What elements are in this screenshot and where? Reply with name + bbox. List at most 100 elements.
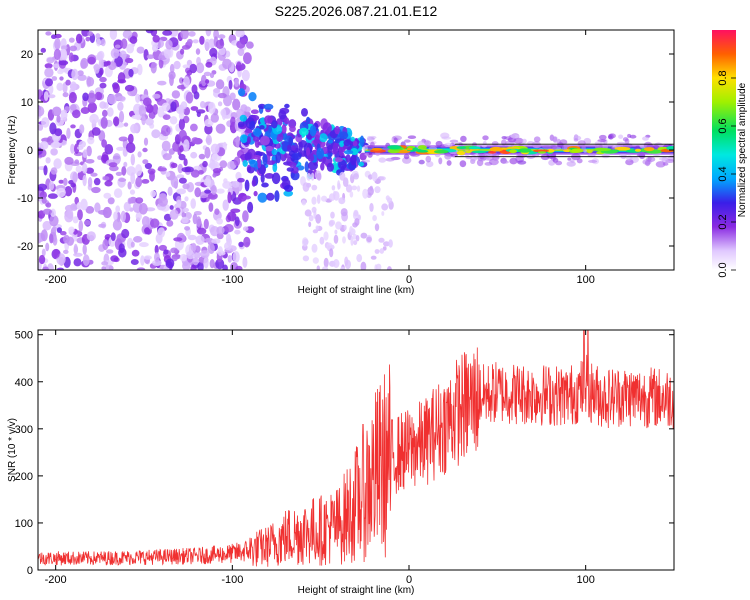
heatmap-cell [311, 196, 317, 205]
heatmap-cell [53, 142, 61, 148]
heatmap-cell [224, 224, 234, 233]
heatmap-cell [72, 172, 78, 184]
heatmap-cell [350, 236, 354, 246]
heatmap-cell [428, 146, 438, 151]
snr-ylabel: SNR (10 * v/v) [7, 418, 18, 482]
heatmap-cell [237, 177, 245, 183]
heatmap-cell [274, 190, 280, 203]
heatmap-cell [242, 195, 251, 200]
heatmap-cell [345, 154, 351, 163]
heatmap-cell [238, 88, 246, 97]
heatmap-cell [304, 161, 309, 173]
heatmap-cell [106, 60, 111, 66]
heatmap-cell [253, 127, 262, 137]
heatmap-cell [189, 63, 197, 74]
heatmap-cell [243, 52, 252, 65]
heatmap-cell [72, 109, 81, 119]
heatmap-cell [43, 91, 49, 101]
snr-frame [37, 329, 675, 571]
heatmap-cell [204, 237, 214, 243]
heatmap-cell [288, 119, 297, 129]
heatmap-cell [106, 107, 114, 117]
heatmap-cell [45, 202, 52, 208]
heatmap-cell [385, 195, 390, 201]
heatmap-cell [338, 197, 346, 205]
heatmap-cell [203, 178, 211, 186]
heatmap-cell [163, 249, 169, 255]
colorbar-tick-label: 0.4 [717, 166, 729, 181]
heatmap-cell [212, 173, 217, 178]
heatmap-cell [38, 106, 45, 117]
heatmap-cell [203, 218, 209, 230]
heatmap-cell [82, 149, 88, 159]
x-tick-label: -200 [45, 574, 67, 586]
heatmap-cell [264, 115, 273, 124]
heatmap-cell [165, 171, 171, 177]
heatmap-cell [532, 144, 542, 149]
heatmap-cell [203, 256, 209, 269]
heatmap-cell [255, 151, 266, 156]
heatmap-cell [41, 197, 47, 204]
heatmap-cell [190, 198, 196, 209]
heatmap-cell [195, 48, 201, 55]
heatmap-cell [308, 221, 312, 228]
heatmap-cell [184, 226, 191, 231]
heatmap-cell [56, 187, 66, 198]
heatmap-cell [614, 146, 631, 151]
heatmap-cell [367, 135, 372, 141]
snr-series-line [38, 330, 674, 567]
heatmap-cell [176, 188, 187, 195]
heatmap-cell [197, 261, 204, 270]
heatmap-cell [190, 264, 197, 270]
heatmap-cell [227, 191, 232, 204]
heatmap-cell [90, 172, 98, 177]
heatmap-cell [87, 31, 94, 37]
heatmap-cell [573, 138, 579, 142]
heatmap-cell [286, 167, 294, 172]
y-tick-label: 0 [27, 565, 33, 577]
heatmap-cell [321, 195, 328, 202]
heatmap-cell [87, 177, 93, 187]
heatmap-cell [319, 236, 325, 245]
heatmap-cell [311, 184, 318, 191]
heatmap-cell [217, 92, 227, 99]
heatmap-cell [53, 249, 60, 258]
spectrogram-xlabel: Height of straight line (km) [298, 285, 415, 296]
heatmap-cell [164, 49, 172, 59]
heatmap-cell [313, 139, 321, 144]
heatmap-cell [117, 101, 124, 111]
heatmap-cell [170, 175, 179, 188]
heatmap-cell [162, 30, 173, 36]
heatmap-cell [82, 163, 88, 174]
heatmap-cell [302, 182, 310, 192]
heatmap-cell [142, 147, 148, 153]
heatmap-cell [79, 140, 86, 148]
heatmap-cell [179, 145, 184, 153]
heatmap-cell [42, 266, 49, 270]
heatmap-cell [173, 60, 181, 70]
heatmap-cell [393, 137, 398, 144]
heatmap-cell [284, 103, 290, 109]
heatmap-cell [237, 121, 245, 128]
heatmap-cell [302, 255, 310, 262]
heatmap-cell [57, 69, 64, 75]
heatmap-cell [259, 125, 265, 130]
heatmap-cell [265, 145, 274, 152]
heatmap-cell [150, 61, 157, 74]
heatmap-cell [353, 173, 359, 180]
snr-xlabel: Height of straight line (km) [298, 585, 415, 596]
heatmap-cell [362, 159, 371, 163]
chart-title: S225.2026.087.21.01.E12 [275, 3, 438, 19]
heatmap-cell [371, 171, 378, 182]
heatmap-cell [359, 135, 365, 147]
heatmap-cell [634, 148, 642, 152]
heatmap-cell [228, 79, 233, 90]
heatmap-cell [123, 122, 129, 127]
heatmap-cell [60, 231, 67, 236]
heatmap-cell [199, 35, 205, 45]
heatmap-cell [52, 226, 57, 231]
colorbar-tick-label: 0.8 [717, 70, 729, 85]
heatmap-cell [101, 139, 107, 148]
heatmap-cell [471, 150, 487, 154]
heatmap-cell [468, 146, 481, 150]
